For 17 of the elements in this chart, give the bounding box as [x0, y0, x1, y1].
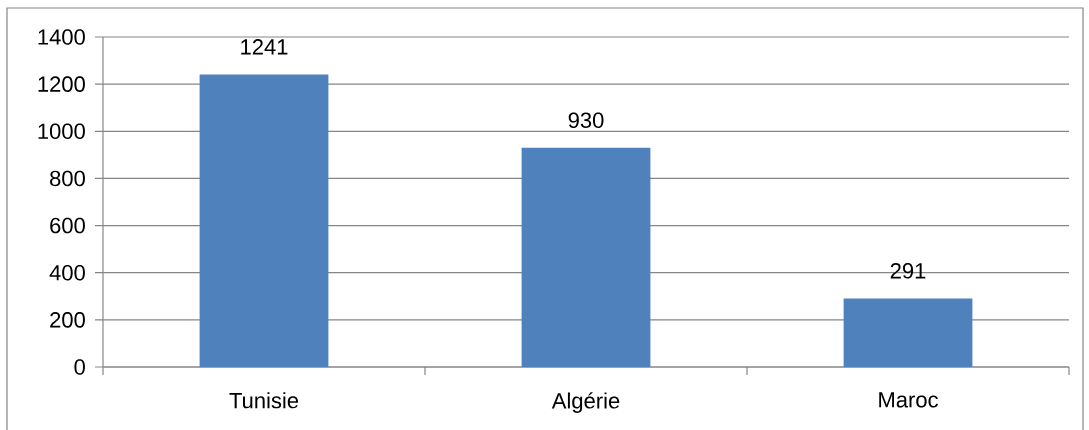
- data-label: 1241: [241, 39, 288, 55]
- y-tick-label: 800: [50, 170, 85, 187]
- data-label: 291: [890, 263, 926, 279]
- y-tick-label: 200: [50, 312, 85, 328]
- y-tick-label: 1000: [38, 123, 85, 140]
- x-tick-label: Maroc: [879, 392, 938, 408]
- y-tick-label: 1200: [38, 76, 85, 92]
- data-label: 930: [568, 112, 604, 128]
- bar: [843, 298, 973, 367]
- x-tick-label: Tunisie: [229, 392, 299, 409]
- y-tick-label: 1400: [38, 29, 85, 45]
- y-tick-label: 0: [74, 359, 85, 375]
- bar: [199, 74, 329, 367]
- y-tick-label: 600: [50, 217, 85, 234]
- bar: [521, 147, 651, 367]
- x-tick-label: Algérie: [551, 392, 620, 413]
- y-tick-label: 400: [49, 264, 85, 281]
